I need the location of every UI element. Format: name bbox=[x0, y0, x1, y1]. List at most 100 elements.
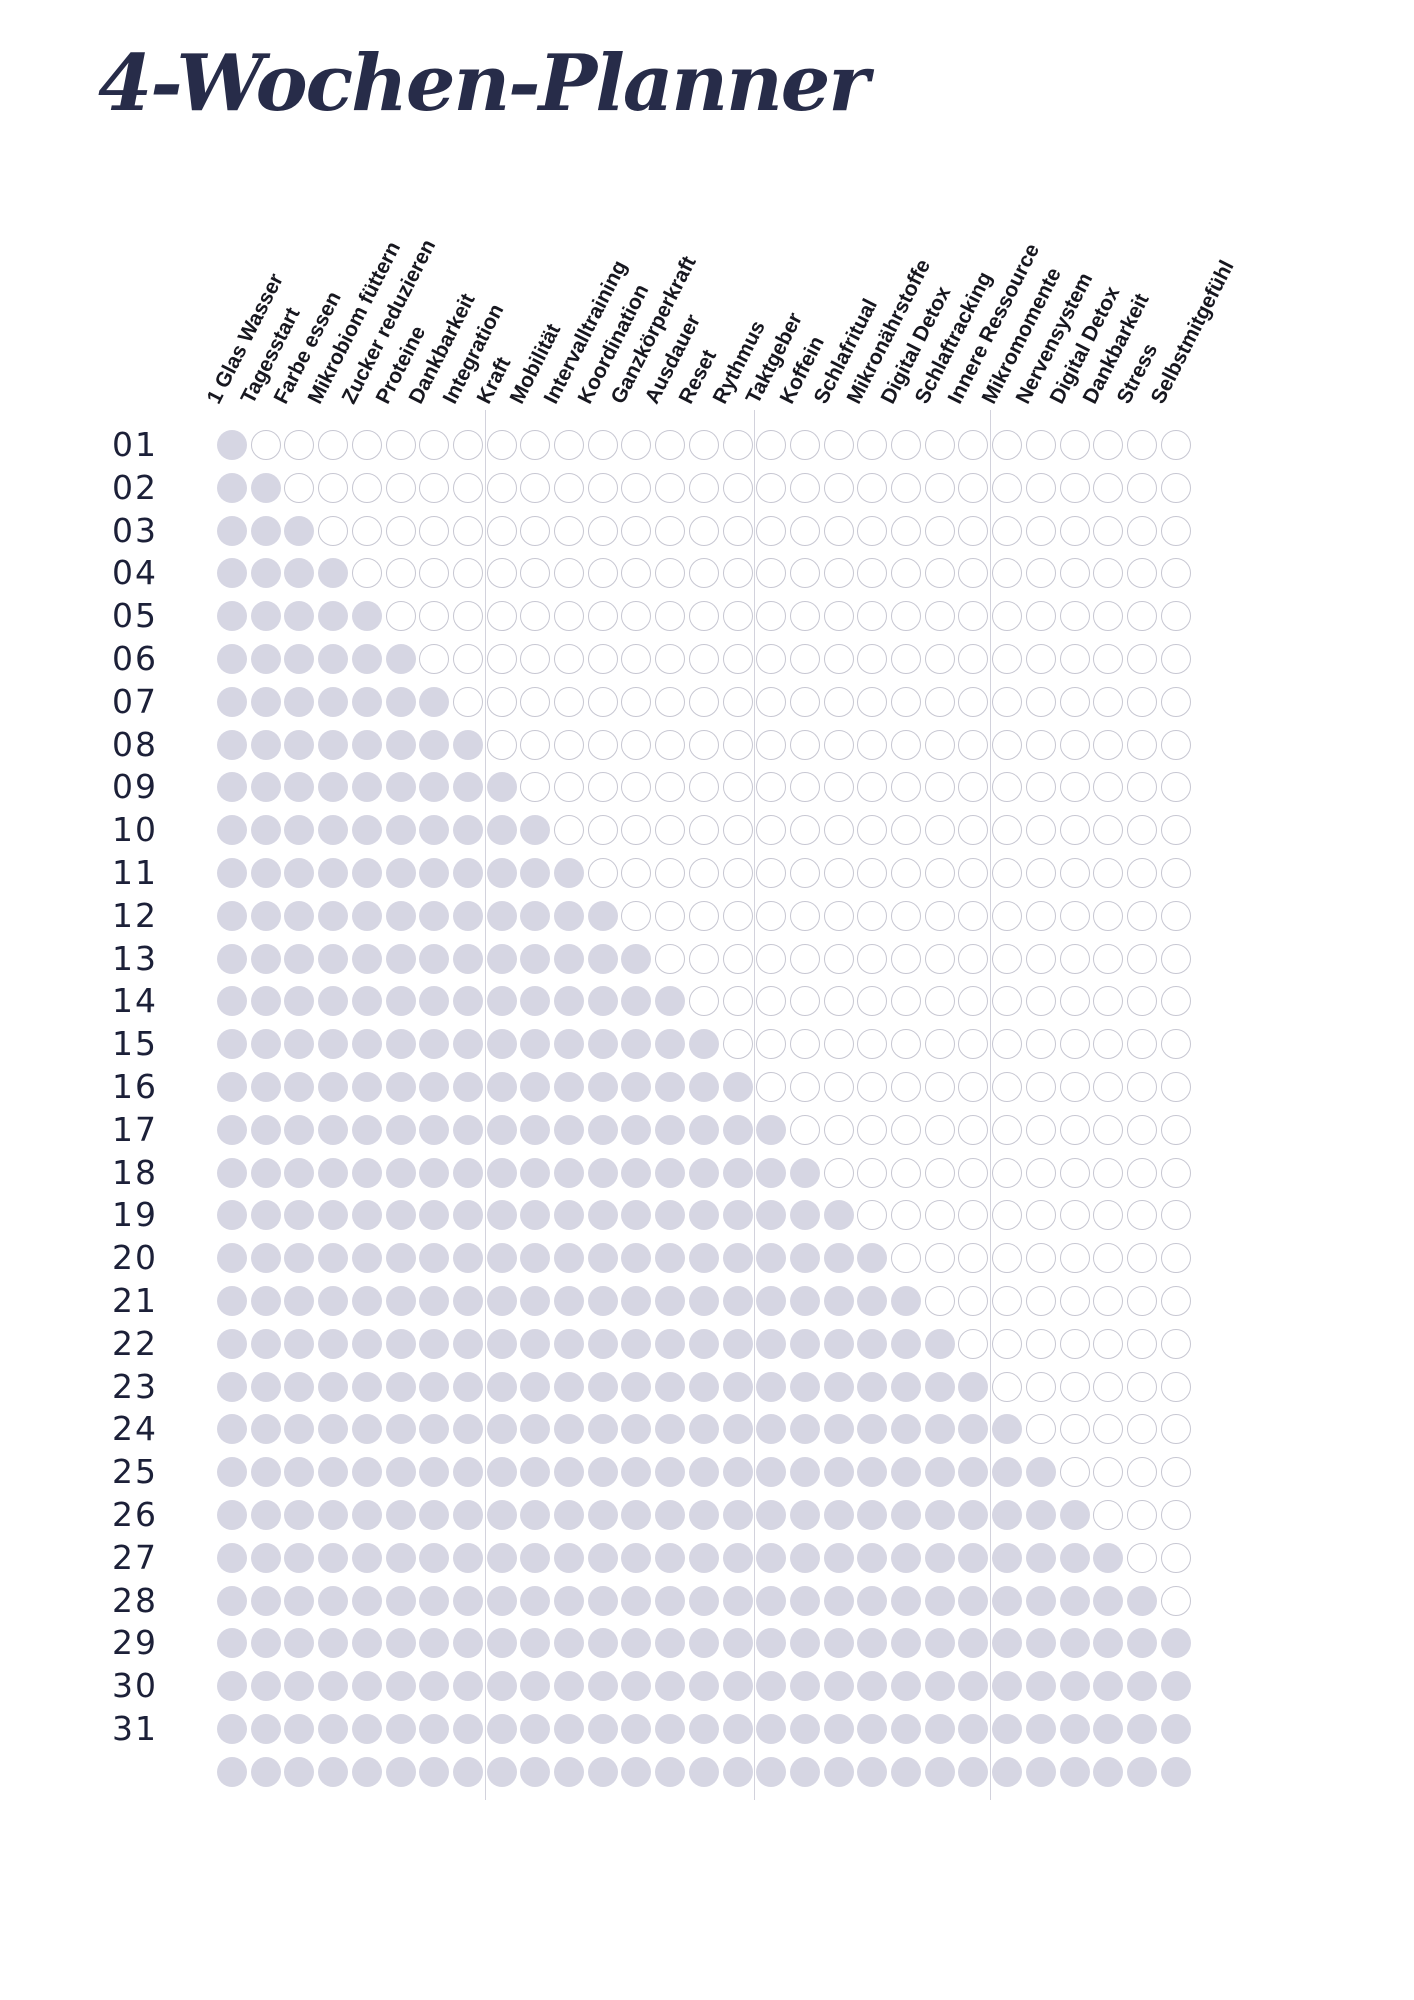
habit-cell[interactable] bbox=[419, 729, 450, 760]
habit-cell[interactable] bbox=[958, 1029, 989, 1060]
habit-cell[interactable] bbox=[486, 558, 517, 589]
habit-cell[interactable] bbox=[655, 1029, 686, 1060]
habit-cell[interactable] bbox=[1160, 1542, 1191, 1573]
habit-cell[interactable] bbox=[1059, 986, 1090, 1017]
habit-cell[interactable] bbox=[1160, 1200, 1191, 1231]
habit-cell[interactable] bbox=[891, 943, 921, 974]
habit-cell[interactable] bbox=[1160, 1072, 1191, 1102]
habit-cell[interactable] bbox=[891, 1371, 921, 1402]
habit-cell[interactable] bbox=[554, 1243, 584, 1274]
habit-cell[interactable] bbox=[1160, 900, 1191, 931]
habit-cell[interactable] bbox=[1093, 858, 1124, 888]
habit-cell[interactable] bbox=[621, 558, 652, 589]
habit-cell[interactable] bbox=[587, 601, 618, 632]
habit-cell[interactable] bbox=[1025, 729, 1056, 760]
habit-cell[interactable] bbox=[958, 900, 989, 931]
habit-cell[interactable] bbox=[1025, 1157, 1056, 1188]
habit-cell[interactable] bbox=[688, 1243, 719, 1274]
habit-cell[interactable] bbox=[318, 1414, 349, 1445]
habit-cell[interactable] bbox=[520, 1457, 551, 1488]
habit-cell[interactable] bbox=[688, 515, 719, 546]
habit-cell[interactable] bbox=[655, 1756, 686, 1787]
habit-cell[interactable] bbox=[351, 1542, 382, 1573]
habit-cell[interactable] bbox=[419, 558, 450, 589]
habit-cell[interactable] bbox=[992, 943, 1023, 974]
habit-cell[interactable] bbox=[655, 1414, 686, 1445]
habit-cell[interactable] bbox=[250, 1200, 281, 1231]
habit-cell[interactable] bbox=[385, 900, 416, 931]
habit-cell[interactable] bbox=[722, 1371, 753, 1402]
habit-cell[interactable] bbox=[1093, 815, 1124, 846]
habit-cell[interactable] bbox=[688, 644, 719, 674]
habit-cell[interactable] bbox=[250, 430, 281, 460]
habit-cell[interactable] bbox=[789, 430, 820, 460]
habit-cell[interactable] bbox=[1025, 815, 1056, 846]
habit-cell[interactable] bbox=[789, 986, 820, 1017]
habit-cell[interactable] bbox=[1059, 1585, 1090, 1616]
habit-cell[interactable] bbox=[520, 772, 551, 803]
habit-cell[interactable] bbox=[587, 986, 618, 1017]
habit-cell[interactable] bbox=[1093, 943, 1124, 974]
habit-cell[interactable] bbox=[722, 472, 753, 503]
habit-cell[interactable] bbox=[891, 1157, 921, 1188]
habit-cell[interactable] bbox=[924, 558, 955, 589]
habit-cell[interactable] bbox=[486, 900, 517, 931]
habit-cell[interactable] bbox=[318, 1328, 349, 1359]
habit-cell[interactable] bbox=[250, 686, 281, 717]
habit-cell[interactable] bbox=[351, 1200, 382, 1231]
habit-cell[interactable] bbox=[1126, 1671, 1157, 1702]
habit-cell[interactable] bbox=[1059, 472, 1090, 503]
habit-cell[interactable] bbox=[891, 515, 921, 546]
habit-cell[interactable] bbox=[217, 601, 247, 632]
habit-cell[interactable] bbox=[688, 1328, 719, 1359]
habit-cell[interactable] bbox=[924, 1371, 955, 1402]
habit-cell[interactable] bbox=[318, 686, 349, 717]
habit-cell[interactable] bbox=[318, 1157, 349, 1188]
habit-cell[interactable] bbox=[688, 900, 719, 931]
habit-cell[interactable] bbox=[1126, 772, 1157, 803]
habit-cell[interactable] bbox=[250, 1756, 281, 1787]
habit-cell[interactable] bbox=[688, 1072, 719, 1102]
habit-cell[interactable] bbox=[1093, 601, 1124, 632]
habit-cell[interactable] bbox=[587, 686, 618, 717]
habit-cell[interactable] bbox=[992, 1500, 1023, 1530]
habit-cell[interactable] bbox=[958, 986, 989, 1017]
habit-cell[interactable] bbox=[554, 1029, 584, 1060]
habit-cell[interactable] bbox=[756, 686, 787, 717]
habit-cell[interactable] bbox=[992, 772, 1023, 803]
habit-cell[interactable] bbox=[789, 772, 820, 803]
habit-cell[interactable] bbox=[419, 1114, 450, 1145]
habit-cell[interactable] bbox=[789, 729, 820, 760]
habit-cell[interactable] bbox=[857, 1671, 888, 1702]
habit-cell[interactable] bbox=[1025, 1585, 1056, 1616]
habit-cell[interactable] bbox=[486, 1585, 517, 1616]
habit-cell[interactable] bbox=[688, 1414, 719, 1445]
habit-cell[interactable] bbox=[789, 1628, 820, 1659]
habit-cell[interactable] bbox=[655, 1542, 686, 1573]
habit-cell[interactable] bbox=[284, 1671, 315, 1702]
habit-cell[interactable] bbox=[520, 644, 551, 674]
habit-cell[interactable] bbox=[385, 1585, 416, 1616]
habit-cell[interactable] bbox=[452, 1029, 483, 1060]
habit-cell[interactable] bbox=[554, 772, 584, 803]
habit-cell[interactable] bbox=[857, 601, 888, 632]
habit-cell[interactable] bbox=[419, 1157, 450, 1188]
habit-cell[interactable] bbox=[1160, 1114, 1191, 1145]
habit-cell[interactable] bbox=[789, 943, 820, 974]
habit-cell[interactable] bbox=[688, 729, 719, 760]
habit-cell[interactable] bbox=[587, 858, 618, 888]
habit-cell[interactable] bbox=[587, 1414, 618, 1445]
habit-cell[interactable] bbox=[857, 472, 888, 503]
habit-cell[interactable] bbox=[520, 1286, 551, 1316]
habit-cell[interactable] bbox=[419, 1328, 450, 1359]
habit-cell[interactable] bbox=[318, 430, 349, 460]
habit-cell[interactable] bbox=[486, 1328, 517, 1359]
habit-cell[interactable] bbox=[1025, 1286, 1056, 1316]
habit-cell[interactable] bbox=[554, 1157, 584, 1188]
habit-cell[interactable] bbox=[1059, 430, 1090, 460]
habit-cell[interactable] bbox=[992, 1072, 1023, 1102]
habit-cell[interactable] bbox=[452, 1585, 483, 1616]
habit-cell[interactable] bbox=[655, 1286, 686, 1316]
habit-cell[interactable] bbox=[520, 1542, 551, 1573]
habit-cell[interactable] bbox=[520, 1072, 551, 1102]
